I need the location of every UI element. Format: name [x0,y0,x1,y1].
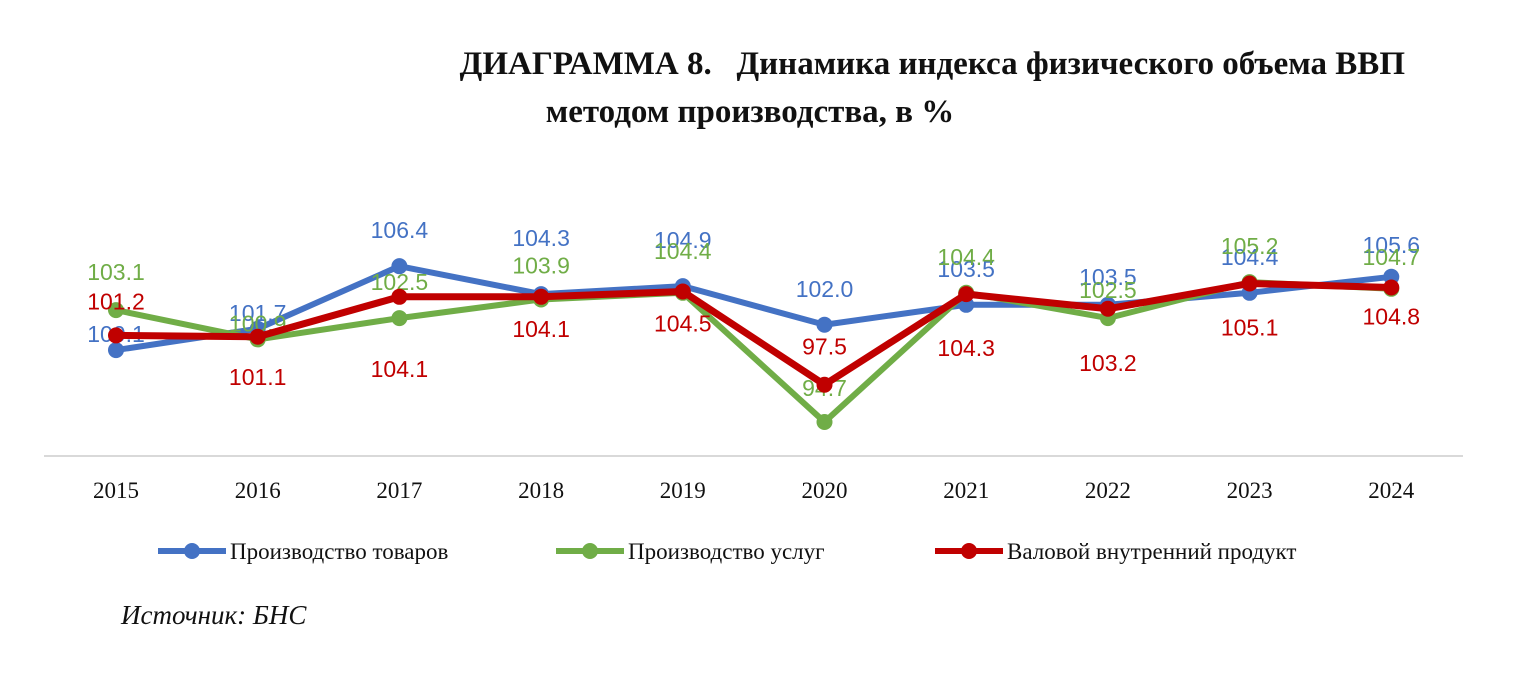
chart-title-line-2: методом производства, в % [545,94,955,130]
series-line [115,279,1392,425]
x-tick-label: 2019 [660,478,706,503]
data-label: 106.4 [371,217,429,243]
data-label: 103.1 [87,259,145,285]
data-label: 104.8 [1363,303,1421,329]
x-tick-label: 2023 [1227,478,1273,503]
x-tick-label: 2016 [235,478,281,503]
legend-item-0: Производство товаров [158,539,448,564]
data-point [1099,300,1116,317]
data-point [533,288,550,305]
x-tick-label: 2020 [802,478,848,503]
data-point [958,286,975,303]
legend-swatch-marker [961,543,977,559]
series-2: 101.2 101.1 104.1 104.1 104.5 97.5 104.3 103.2 1… [87,275,1421,393]
data-label: 104.1 [512,316,570,342]
data-point [249,328,266,345]
data-point [108,327,124,344]
data-label: 104.4 [654,238,712,264]
data-label: 101.2 [87,288,145,314]
series-line [115,279,1392,389]
data-label: 105.6 [1363,232,1421,258]
data-point [391,258,408,275]
data-label: 103.2 [1079,350,1137,376]
x-tick-label: 2021 [943,478,989,503]
legend-label: Производство услуг [628,539,825,564]
data-label: 103.5 [937,256,995,282]
legend-item-2: Валовой внутренний продукт [935,539,1296,564]
data-label: 101.1 [229,364,287,390]
data-label: 104.5 [654,310,712,336]
data-label: 103.9 [512,252,570,278]
data-label: 104.3 [512,225,570,251]
data-point [391,288,408,305]
data-point [108,302,124,319]
data-label: 105.1 [1221,314,1279,340]
data-label: 101.7 [229,300,287,326]
data-label: 104.7 [1363,244,1421,270]
data-point [816,316,833,333]
data-point [816,414,833,430]
data-point [1383,279,1400,296]
legend-item-1: Производство услуг [556,539,825,564]
data-label: 105.2 [1221,233,1279,259]
legend-swatch-marker [184,543,200,559]
data-label: 103.5 [1079,264,1137,290]
data-point [1241,275,1258,292]
x-tick-label: 2015 [93,478,139,503]
x-tick-label: 2024 [1368,478,1415,503]
legend-label: Валовой внутренний продукт [1007,539,1296,564]
data-label: 104.1 [371,356,429,382]
data-label: 104.4 [937,244,995,270]
chart-title-line-1: ДИАГРАММА 8. Динамика индекса физическог… [459,46,1405,82]
x-tick-label: 2022 [1085,478,1131,503]
legend-label: Производство товаров [230,539,448,564]
data-label: 104.3 [937,335,995,361]
source-note: Источник: БНС [121,600,307,630]
legend-swatch-marker [582,543,598,559]
x-tick-label: 2017 [376,478,422,503]
data-label: 104.9 [654,227,712,253]
data-point [391,310,408,327]
data-label: 97.5 [802,334,847,360]
data-label: 102.5 [1079,277,1137,303]
data-point [816,376,833,393]
x-tick-label: 2018 [518,478,564,503]
data-point [108,342,124,359]
data-label: 104.4 [1221,244,1279,270]
data-point [674,283,691,300]
data-label: 102.0 [796,276,854,302]
